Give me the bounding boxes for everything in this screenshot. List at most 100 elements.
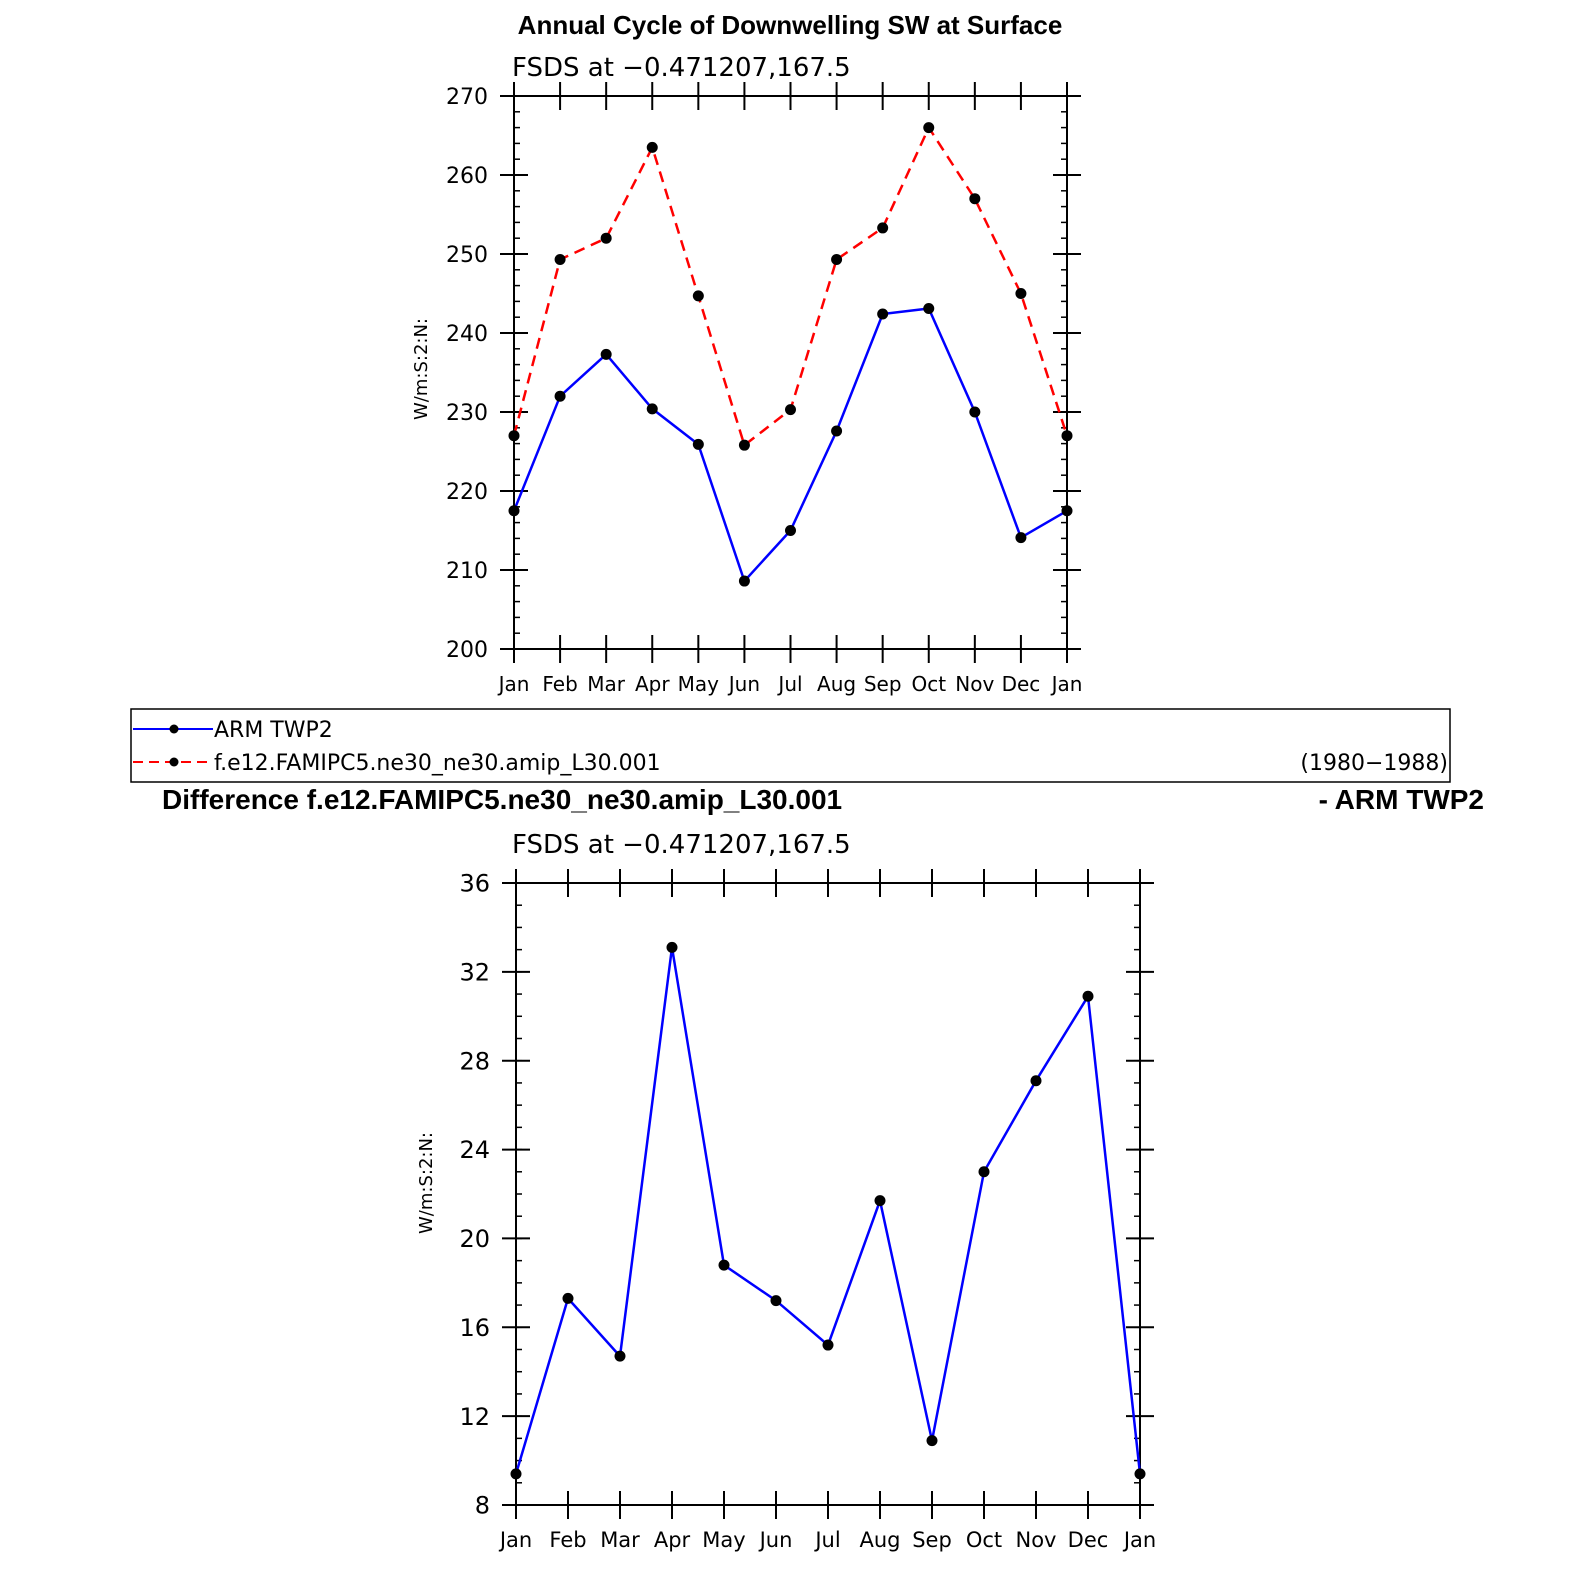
data-point: [562, 1292, 574, 1304]
x-tick-label: Apr: [635, 672, 670, 696]
legend-entry-arm: ARM TWP2: [133, 718, 333, 743]
x-tick-label: Sep: [864, 672, 902, 696]
data-point: [738, 439, 750, 451]
plot-frame: [515, 882, 1141, 1506]
data-point: [1134, 1468, 1146, 1480]
x-tick-label: Dec: [1068, 1528, 1109, 1552]
x-tick-label: Mar: [587, 672, 626, 696]
legend-box: [130, 708, 1451, 783]
data-point: [770, 1295, 782, 1307]
data-point: [614, 1350, 626, 1362]
diff-title-left: Difference f.e12.FAMIPC5.ne30_ne30.amip_…: [162, 784, 842, 815]
x-tick-label: Feb: [549, 1528, 586, 1552]
y-tick-label: 12: [459, 1403, 490, 1431]
y-tick-label: 200: [446, 638, 488, 663]
y-tick-label: 220: [446, 480, 488, 505]
data-point: [646, 403, 658, 415]
data-point: [926, 1435, 938, 1447]
legend-entry-model: f.e12.FAMIPC5.ne30_ne30.amip_L30.001: [133, 751, 661, 776]
data-point: [1082, 990, 1094, 1002]
data-point: [600, 348, 612, 360]
y-tick-label: 210: [446, 559, 488, 584]
data-point: [738, 575, 750, 587]
series-line-0: [514, 947, 1142, 1475]
x-tick-label: Aug: [817, 672, 856, 696]
x-tick-label: May: [702, 1528, 745, 1552]
data-point: [874, 1195, 886, 1207]
top-chart-ylabel: W/m:S:2:N:: [411, 318, 432, 420]
data-point: [831, 254, 843, 266]
data-point: [508, 505, 520, 517]
x-tick-label: Jan: [497, 672, 530, 696]
y-tick-label: 36: [459, 870, 490, 898]
y-tick-label: 250: [446, 243, 488, 268]
y-tick-label: 260: [446, 164, 488, 189]
x-tick-label: Oct: [911, 672, 946, 696]
x-tick-label: Dec: [1002, 672, 1041, 696]
x-tick-label: Jul: [776, 672, 802, 696]
data-point: [666, 941, 678, 953]
data-point: [554, 390, 566, 402]
x-tick-label: Jan: [1050, 672, 1083, 696]
data-point: [718, 1259, 730, 1271]
data-point: [1061, 505, 1073, 517]
x-tick-label: Apr: [654, 1528, 691, 1552]
data-point: [822, 1339, 834, 1351]
data-point: [877, 222, 889, 234]
legend: ARM TWP2 f.e12.FAMIPC5.ne30_ne30.amip_L3…: [130, 708, 1451, 783]
data-point: [508, 430, 520, 442]
data-point: [692, 290, 704, 302]
y-tick-label: 230: [446, 401, 488, 426]
legend-marker-model: [169, 757, 179, 767]
y-tick-label: 270: [446, 85, 488, 110]
y-tick-label: 32: [459, 958, 490, 986]
data-point: [923, 122, 935, 134]
main-title: Annual Cycle of Downwelling SW at Surfac…: [518, 10, 1063, 40]
data-point: [692, 438, 704, 450]
y-tick-label: 20: [459, 1225, 490, 1253]
data-point: [978, 1166, 990, 1178]
top-chart: FSDS at −0.471207,167.5 W/m:S:2:N: 200 21…: [411, 53, 1082, 696]
data-point: [969, 193, 981, 205]
data-point: [600, 232, 612, 244]
data-point: [969, 406, 981, 418]
x-tick-label: Nov: [955, 672, 994, 696]
x-tick-label: Jan: [1122, 1528, 1156, 1552]
y-tick-label: 16: [459, 1314, 490, 1342]
x-tick-label: Aug: [859, 1528, 900, 1552]
data-point: [785, 404, 796, 416]
legend-label-arm: ARM TWP2: [214, 718, 333, 743]
x-tick-label: Jun: [727, 672, 760, 696]
data-point: [510, 1468, 522, 1480]
y-tick-label: 28: [459, 1047, 490, 1075]
data-point: [785, 525, 796, 536]
diff-title-right: - ARM TWP2: [1319, 784, 1484, 815]
x-tick-label: Jul: [813, 1528, 840, 1552]
series-line-0: [512, 307, 1068, 584]
x-tick-label: May: [678, 672, 720, 696]
data-point: [1015, 288, 1027, 299]
x-tick-label: Jan: [498, 1528, 532, 1552]
bottom-chart: FSDS at −0.471207,167.5 W/m:S:2:N: 8 12 16…: [416, 830, 1156, 1552]
plot-frame: [513, 95, 1068, 650]
bottom-chart-subtitle: FSDS at −0.471207,167.5: [512, 830, 851, 860]
data-point: [554, 254, 566, 266]
data-point: [1030, 1075, 1042, 1087]
data-point: [1015, 532, 1027, 544]
data-point: [831, 425, 843, 437]
x-tick-label: Nov: [1016, 1528, 1057, 1552]
data-point: [1061, 430, 1073, 442]
x-tick-label: Jun: [758, 1528, 793, 1552]
y-tick-label: 8: [475, 1492, 490, 1520]
series-line-1: [512, 125, 1069, 448]
x-tick-label: Mar: [600, 1528, 640, 1552]
x-tick-label: Sep: [912, 1528, 952, 1552]
x-tick-label: Oct: [966, 1528, 1002, 1552]
bottom-chart-ylabel: W/m:S:2:N:: [416, 1132, 437, 1234]
legend-marker-arm: [169, 724, 179, 734]
legend-period: (1980−1988): [1300, 751, 1448, 776]
y-tick-label: 24: [459, 1136, 490, 1164]
legend-label-model: f.e12.FAMIPC5.ne30_ne30.amip_L30.001: [214, 751, 661, 776]
top-chart-subtitle: FSDS at −0.471207,167.5: [512, 53, 851, 83]
